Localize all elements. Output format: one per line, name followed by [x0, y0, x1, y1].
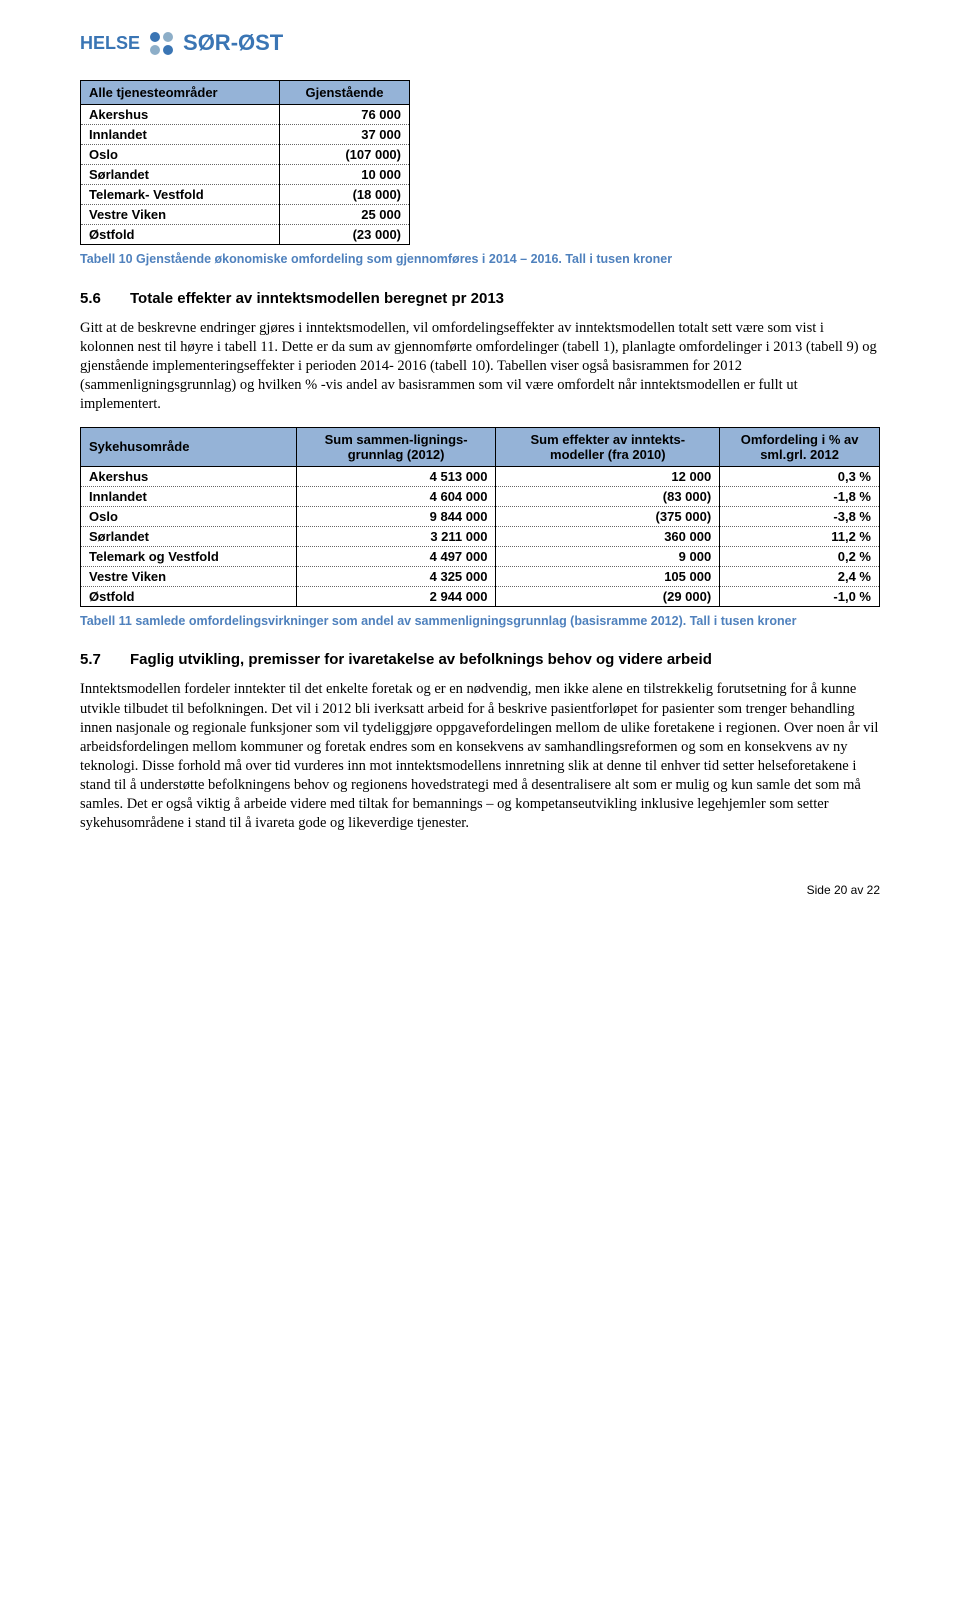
section-title: Faglig utvikling, premisser for ivaretak… — [130, 651, 880, 668]
table-row: Østfold(23 000) — [81, 225, 410, 245]
table-11: Sykehusområde Sum sammen-lignings-grunnl… — [80, 427, 880, 607]
table-row: Akershus76 000 — [81, 105, 410, 125]
t2-h1: Sum sammen-lignings-grunnlag (2012) — [296, 427, 496, 466]
table-row: Innlandet4 604 000(83 000)-1,8 % — [81, 486, 880, 506]
logo-dots — [150, 32, 173, 55]
table-row: Oslo9 844 000(375 000)-3,8 % — [81, 506, 880, 526]
table-row: Akershus4 513 00012 0000,3 % — [81, 466, 880, 486]
t1-h1: Gjenstående — [280, 81, 410, 105]
table-row: Telemark og Vestfold4 497 0009 0000,2 % — [81, 546, 880, 566]
table-10-caption: Tabell 10 Gjenstående økonomiske omforde… — [80, 251, 880, 268]
logo: HELSE SØR-ØST — [80, 30, 880, 56]
page-footer: Side 20 av 22 — [80, 883, 880, 897]
logo-sorost: SØR-ØST — [183, 30, 283, 56]
table-10: Alle tjenesteområder Gjenstående Akershu… — [80, 80, 410, 245]
logo-helse: HELSE — [80, 33, 140, 54]
t2-h0: Sykehusområde — [81, 427, 297, 466]
section-num: 5.7 — [80, 651, 106, 668]
section-5-7-para: Inntektsmodellen fordeler inntekter til … — [80, 680, 880, 833]
table-row: Sørlandet3 211 000360 00011,2 % — [81, 526, 880, 546]
section-5-7-head: 5.7 Faglig utvikling, premisser for ivar… — [80, 651, 880, 668]
section-num: 5.6 — [80, 290, 106, 307]
t1-h0: Alle tjenesteområder — [81, 81, 280, 105]
section-5-6-para: Gitt at de beskrevne endringer gjøres i … — [80, 319, 880, 415]
table-row: Østfold2 944 000(29 000)-1,0 % — [81, 586, 880, 606]
table-row: Oslo(107 000) — [81, 145, 410, 165]
table-row: Sørlandet10 000 — [81, 165, 410, 185]
section-title: Totale effekter av inntektsmodellen bere… — [130, 290, 880, 307]
t2-h3: Omfordeling i % av sml.grl. 2012 — [720, 427, 880, 466]
t2-h2: Sum effekter av inntekts-modeller (fra 2… — [496, 427, 720, 466]
table-row: Telemark- Vestfold(18 000) — [81, 185, 410, 205]
table-row: Vestre Viken4 325 000105 0002,4 % — [81, 566, 880, 586]
table-row: Innlandet37 000 — [81, 125, 410, 145]
table-11-caption: Tabell 11 samlede omfordelingsvirkninger… — [80, 613, 880, 630]
section-5-6-head: 5.6 Totale effekter av inntektsmodellen … — [80, 290, 880, 307]
table-row: Vestre Viken25 000 — [81, 205, 410, 225]
